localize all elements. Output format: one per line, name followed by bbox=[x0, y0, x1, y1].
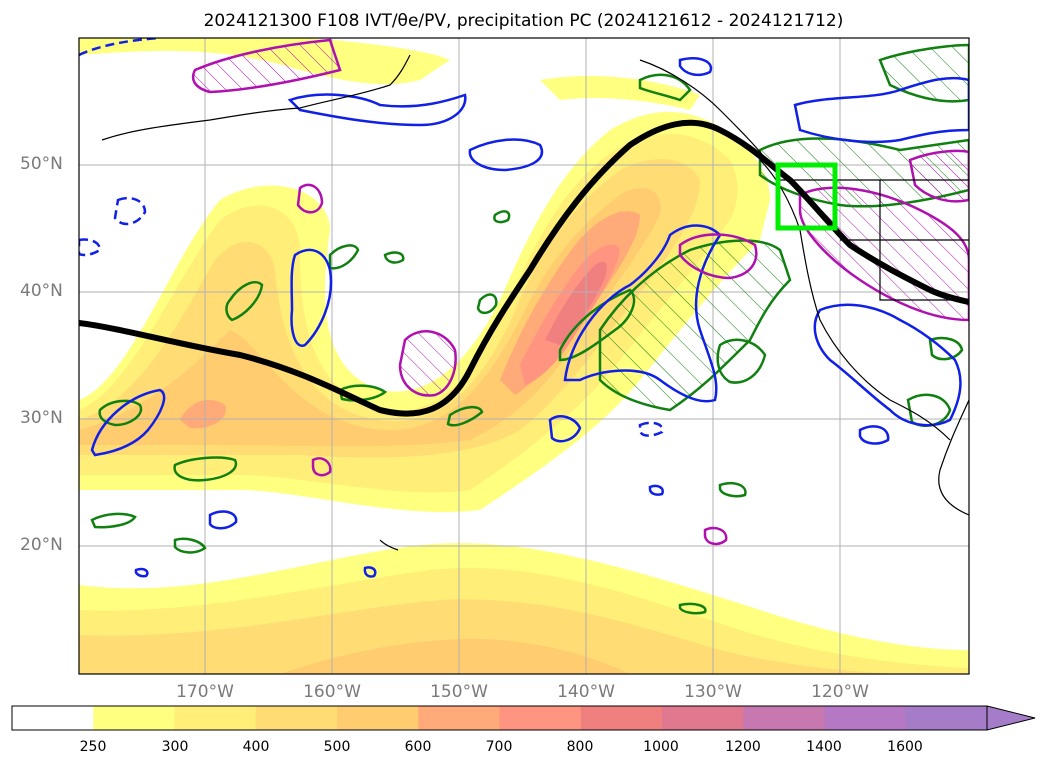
coastlines bbox=[101, 54, 969, 551]
colorbar-segment bbox=[93, 706, 175, 730]
colorbar-tick-700: 700 bbox=[485, 739, 513, 755]
lat-label-50n: 50°N bbox=[20, 154, 63, 174]
colorbar-segment bbox=[174, 706, 257, 730]
colorbar-tick-500: 500 bbox=[323, 739, 351, 755]
theta-e-contour bbox=[79, 119, 969, 417]
colorbar-tick-800: 800 bbox=[566, 739, 594, 755]
lon-label-150w: 150°W bbox=[430, 682, 488, 702]
colorbar-segment bbox=[255, 706, 338, 730]
colorbar-frame bbox=[11, 705, 988, 731]
lon-label-140w: 140°W bbox=[557, 682, 615, 702]
lon-label-130w: 130°W bbox=[684, 682, 742, 702]
ivt-shading-south bbox=[79, 38, 969, 674]
colorbar-tick-250: 250 bbox=[79, 739, 107, 755]
blue-pv-contours bbox=[79, 38, 969, 578]
colorbar-segment bbox=[499, 706, 582, 730]
precipitation-target-box bbox=[775, 162, 838, 231]
colorbar-segment bbox=[580, 706, 663, 730]
colorbar bbox=[11, 705, 1036, 731]
colorbar-segment bbox=[905, 706, 988, 730]
colorbar-segment bbox=[12, 706, 94, 730]
lat-label-40n: 40°N bbox=[20, 281, 63, 301]
ivt-shading-north bbox=[79, 111, 770, 513]
lon-label-170w: 170°W bbox=[176, 682, 234, 702]
colorbar-extend-arrow bbox=[986, 705, 1036, 731]
colorbar-tick-600: 600 bbox=[404, 739, 432, 755]
colorbar-segment bbox=[824, 706, 907, 730]
colorbar-segment bbox=[743, 706, 825, 730]
colorbar-tick-400: 400 bbox=[242, 739, 270, 755]
magenta-pv-contours bbox=[191, 38, 969, 546]
colorbar-tick-1400: 1400 bbox=[806, 739, 842, 755]
map-area bbox=[79, 38, 969, 674]
colorbar-segment bbox=[337, 706, 419, 730]
colorbar-tick-1000: 1000 bbox=[643, 739, 679, 755]
colorbar-tick-1200: 1200 bbox=[725, 739, 761, 755]
colorbar-segment bbox=[418, 706, 500, 730]
lat-label-20n: 20°N bbox=[20, 535, 63, 555]
lon-label-160w: 160°W bbox=[303, 682, 361, 702]
map-frame bbox=[78, 37, 970, 675]
colorbar-tick-1600: 1600 bbox=[887, 739, 923, 755]
colorbar-tick-300: 300 bbox=[161, 739, 189, 755]
colorbar-segment bbox=[662, 706, 744, 730]
lat-label-30n: 30°N bbox=[20, 408, 63, 428]
figure-title: 2024121300 F108 IVT/θe/PV, precipitation… bbox=[203, 11, 844, 31]
lon-label-120w: 120°W bbox=[811, 682, 869, 702]
